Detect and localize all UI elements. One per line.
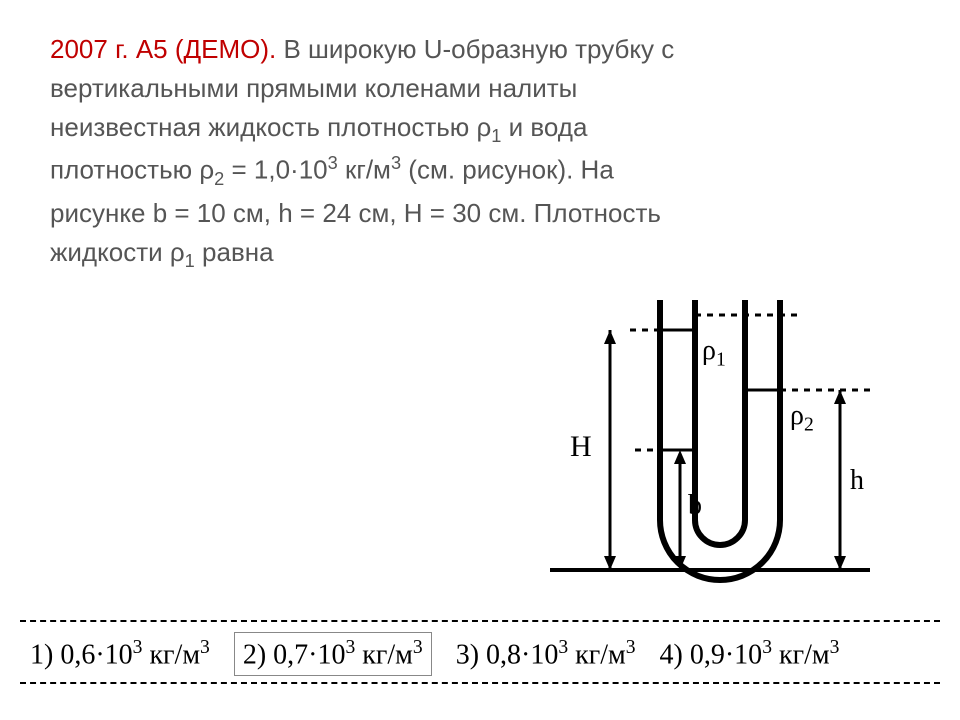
label-H: H	[570, 430, 592, 464]
a2-unit: кг/м	[355, 639, 413, 670]
problem-prefix: 2007 г. А5 (ДЕМО).	[50, 34, 276, 64]
u-tube-diagram: H b h ρ1 ρ2	[540, 290, 880, 590]
a2-val: 0,7·10	[273, 639, 345, 670]
text-l4d: (см. рисунок). На	[401, 155, 614, 185]
a1-exp: 3	[133, 637, 143, 658]
a1-ue: 3	[200, 637, 210, 658]
a3-num: 3)	[456, 639, 479, 670]
dashed-top	[20, 620, 940, 622]
text-l4a: плотностью	[50, 155, 199, 185]
rho2-sym: ρ	[790, 400, 804, 431]
answers-area: 1) 0,6·103 кг/м3 2) 0,7·103 кг/м3 3) 0,8…	[0, 620, 960, 695]
problem-statement: 2007 г. А5 (ДЕМО). В широкую U-образную …	[50, 30, 900, 275]
rho-sym3: ρ	[170, 237, 185, 267]
a4-num: 4)	[660, 639, 683, 670]
a3-unit: кг/м	[568, 639, 626, 670]
a4-val: 0,9·10	[690, 639, 762, 670]
sub1: 1	[491, 126, 501, 146]
a2-exp: 3	[346, 637, 356, 658]
a4-ue: 3	[830, 637, 840, 658]
text-l6a: жидкости	[50, 237, 170, 267]
sup3b: 3	[391, 153, 401, 173]
text-l3b: и вода	[501, 112, 587, 142]
answer-4[interactable]: 4) 0,9·103 кг/м3	[660, 637, 840, 671]
text-l2: вертикальными прямыми коленами налиты	[50, 73, 577, 103]
text-l3a: неизвестная жидкость плотностью	[50, 112, 477, 142]
answer-3[interactable]: 3) 0,8·103 кг/м3	[456, 637, 636, 671]
dashed-bottom	[20, 682, 940, 684]
answer-2[interactable]: 2) 0,7·103 кг/м3	[234, 632, 432, 676]
text-l4c: кг/м	[338, 155, 391, 185]
a1-unit: кг/м	[142, 639, 200, 670]
a3-exp: 3	[558, 637, 568, 658]
text-l5: рисунке b = 10 см, h = 24 см, H = 30 см.…	[50, 198, 661, 228]
sub1b: 1	[185, 251, 195, 271]
label-rho2: ρ2	[790, 400, 814, 437]
rho1-sub: 1	[716, 350, 726, 371]
answer-1[interactable]: 1) 0,6·103 кг/м3	[30, 637, 210, 671]
rho2-sub: 2	[804, 415, 814, 436]
label-rho1: ρ1	[702, 335, 726, 372]
text-l4b: = 1,0·10	[224, 155, 327, 185]
a1-num: 1)	[30, 639, 53, 670]
rho-sym2: ρ	[199, 155, 214, 185]
a2-ue: 3	[413, 637, 423, 658]
rho1-sym: ρ	[702, 335, 716, 366]
sub2: 2	[214, 169, 224, 189]
rho-sym: ρ	[477, 112, 492, 142]
text-l6b: равна	[195, 237, 274, 267]
a3-val: 0,8·10	[486, 639, 558, 670]
text-l1: В широкую U-образную трубку с	[276, 34, 674, 64]
label-h: h	[850, 465, 864, 497]
a1-val: 0,6·10	[60, 639, 132, 670]
a2-num: 2)	[243, 639, 266, 670]
sup3a: 3	[328, 153, 338, 173]
label-b: b	[688, 490, 702, 522]
a3-ue: 3	[626, 637, 636, 658]
a4-exp: 3	[762, 637, 772, 658]
a4-unit: кг/м	[772, 639, 830, 670]
answer-options: 1) 0,6·103 кг/м3 2) 0,7·103 кг/м3 3) 0,8…	[30, 632, 839, 676]
